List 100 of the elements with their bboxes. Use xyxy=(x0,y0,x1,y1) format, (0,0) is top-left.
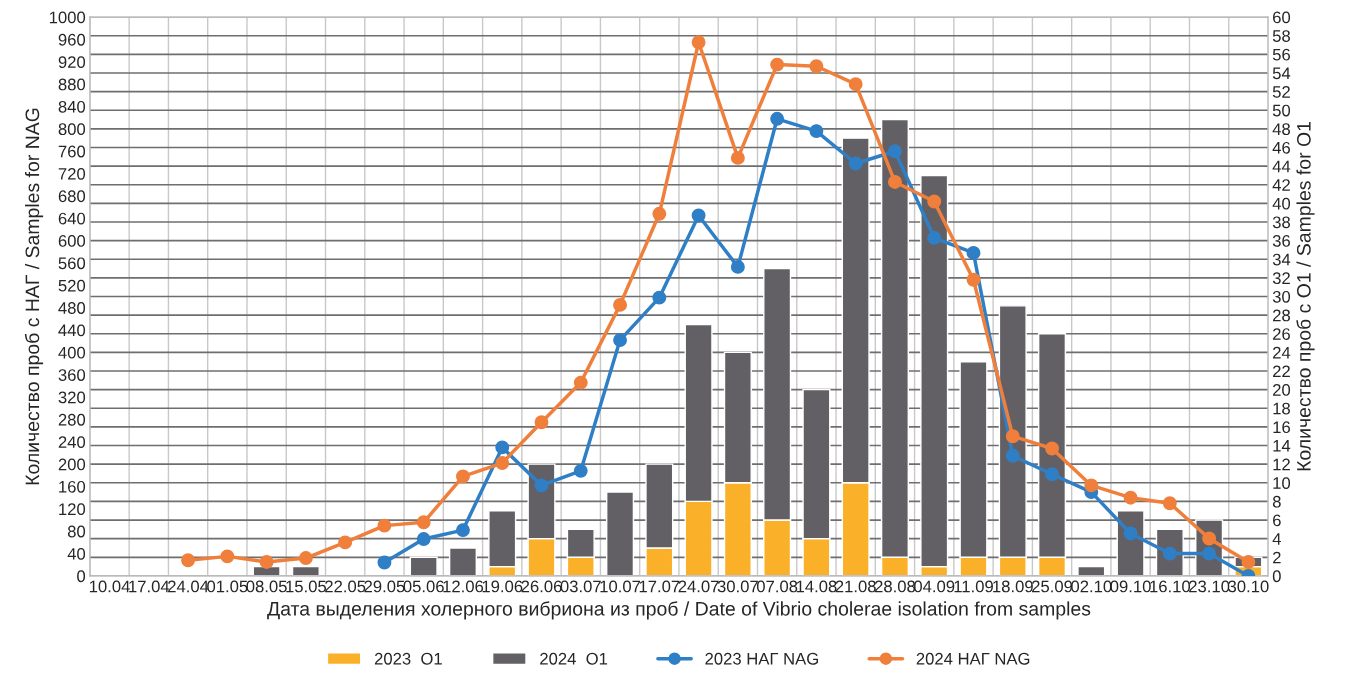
bar xyxy=(606,491,635,576)
point xyxy=(534,415,549,430)
x-tick-label: 01.05 xyxy=(207,580,248,593)
x-tick-label: 03.07 xyxy=(560,580,601,593)
legend-label: 2024 НАГ NAG xyxy=(916,652,1030,665)
y-tick-label: 840 xyxy=(58,100,86,113)
y2-tick-label: 30 xyxy=(1272,290,1291,303)
y2-tick-label: 0 xyxy=(1272,570,1281,583)
y2-tick-label: 18 xyxy=(1273,402,1290,415)
point xyxy=(456,523,470,538)
y2-tick-label: 40 xyxy=(1272,197,1291,210)
point xyxy=(259,555,274,569)
y-tick-label: 320 xyxy=(58,391,86,404)
point xyxy=(613,333,627,348)
y2-tick-label: 6 xyxy=(1273,514,1281,527)
x-tick-label: 11.09 xyxy=(954,580,993,593)
point xyxy=(298,551,313,565)
point xyxy=(338,535,353,550)
y2-tick-label: 34 xyxy=(1272,253,1291,266)
y-tick-label: 400 xyxy=(58,346,86,359)
x-tick-label: 10.07 xyxy=(600,580,641,593)
point xyxy=(966,272,981,287)
legend-label: 2023 НАГ NAG xyxy=(705,652,818,665)
point xyxy=(691,208,706,223)
y-tick-label: 280 xyxy=(58,413,86,426)
y2-tick-label: 16 xyxy=(1273,421,1290,434)
y2-tick-label: 14 xyxy=(1273,440,1291,452)
point xyxy=(652,290,667,305)
y2-tick-label: 42 xyxy=(1272,179,1290,191)
x-tick-label: 05.06 xyxy=(403,580,444,593)
y-tick-label: 480 xyxy=(58,302,86,314)
y2-tick-label: 46 xyxy=(1272,141,1290,154)
y-tick-label: 160 xyxy=(59,480,86,493)
point xyxy=(416,515,431,530)
x-axis-title: Дата выделения холерного вибриона из проб / Date of Vibrio cholerae isolation from samples xyxy=(267,601,1091,620)
y2-tick-label: 26 xyxy=(1273,328,1290,340)
y-tick-label: 0 xyxy=(77,570,86,583)
point xyxy=(770,57,785,72)
y-tick-label: 440 xyxy=(58,324,86,337)
x-tick-label: 28.08 xyxy=(874,580,916,593)
point xyxy=(495,440,510,455)
y-tick-label: 40 xyxy=(67,547,86,560)
x-tick-label: 21.08 xyxy=(835,580,876,593)
y-tick-label: 120 xyxy=(59,503,86,516)
y2-tick-label: 58 xyxy=(1272,30,1290,42)
bar xyxy=(448,547,478,576)
x-tick-label: 09.10 xyxy=(1110,580,1151,593)
x-tick-label: 26.06 xyxy=(521,580,562,593)
x-tick-label: 30.07 xyxy=(717,580,758,593)
x-tick-label: 30.10 xyxy=(1228,580,1269,593)
x-tick-label: 19.06 xyxy=(482,580,523,593)
bar xyxy=(291,565,320,576)
point xyxy=(613,297,627,312)
point xyxy=(848,77,863,92)
x-tick-label: 15.05 xyxy=(286,580,327,593)
point xyxy=(848,156,863,171)
x-tick-label: 04.09 xyxy=(914,580,955,593)
x-tick-label: 12.06 xyxy=(443,580,484,593)
y-tick-label: 600 xyxy=(58,235,86,247)
point xyxy=(1045,441,1059,456)
y2-tick-label: 54 xyxy=(1272,67,1291,80)
y-tick-label: 640 xyxy=(58,212,86,225)
point xyxy=(1084,478,1099,493)
y-axis-title: Количество проб с НАГ / Samples for NAG xyxy=(24,108,44,485)
y-tick-label: 880 xyxy=(58,78,86,91)
point xyxy=(573,375,588,390)
y2-tick-label: 20 xyxy=(1273,384,1291,396)
point xyxy=(809,59,824,74)
y2-tick-label: 22 xyxy=(1273,365,1290,378)
point xyxy=(691,35,706,50)
y-tick-label: 920 xyxy=(58,56,86,69)
point xyxy=(456,469,470,484)
y2-tick-label: 52 xyxy=(1272,86,1290,98)
y-tick-label: 960 xyxy=(58,33,86,46)
y2-tick-label: 28 xyxy=(1273,309,1290,322)
y2-tick-label: 50 xyxy=(1272,104,1291,117)
y2-tick-label: 44 xyxy=(1272,160,1291,173)
legend-label: 2024 O1 xyxy=(540,652,608,665)
y-tick-label: 240 xyxy=(58,436,86,449)
y2-tick-label: 56 xyxy=(1272,48,1290,61)
bar xyxy=(409,556,438,576)
point xyxy=(377,555,392,570)
y2-tick-label: 2 xyxy=(1273,551,1281,564)
x-tick-label: 29.05 xyxy=(364,580,405,593)
x-tick-label: 17.04 xyxy=(129,580,170,593)
y-tick-label: 560 xyxy=(58,257,86,270)
bar xyxy=(1077,565,1106,576)
x-tick-label: 24.07 xyxy=(678,580,719,593)
y2-tick-label: 24 xyxy=(1273,346,1291,359)
point xyxy=(927,194,942,209)
y2-tick-label: 10 xyxy=(1273,477,1291,489)
point xyxy=(966,245,981,260)
y-tick-label: 520 xyxy=(58,279,86,292)
point xyxy=(770,111,785,126)
y-tick-label: 1000 xyxy=(49,11,86,24)
point xyxy=(416,532,431,546)
point xyxy=(1202,531,1217,546)
x-tick-label: 10.04 xyxy=(89,580,130,593)
point xyxy=(652,206,667,221)
x-tick-label: 17.07 xyxy=(639,580,680,593)
